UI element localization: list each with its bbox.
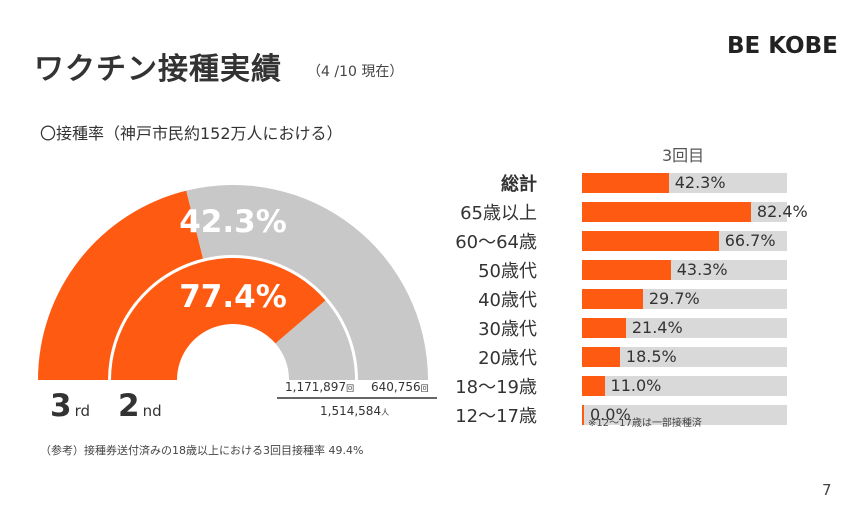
bar-category-label: 50歳代 [478,261,537,282]
bar-value-label: 21.4% [631,318,683,337]
bar-fill [582,289,643,309]
bar-track: 0.0% [582,405,787,425]
bar-value-label: 0.0% [590,405,631,424]
bar-category-label: 12～17歳 [455,406,537,427]
bar-fill [582,376,605,396]
bar-category-label: 40歳代 [478,290,537,311]
bar-track: 18.5% [582,347,787,367]
ring-2nd-count: 1,171,897回 [285,380,354,394]
ring-3rd-filled-arc [38,190,204,380]
bar-chart-title: 3回目 [662,146,705,165]
bar-fill [582,173,669,193]
ring-2nd-remaining-arc [275,300,355,380]
bar-fill [582,231,719,251]
bar-category-label: 20歳代 [478,348,537,369]
bar-value-label: 11.0% [610,376,662,395]
as-of-date: （4 /10 現在） [307,64,404,80]
ring-3rd-value: 42.3% [179,204,287,240]
ring-2nd-value: 77.4% [179,279,287,315]
reference-note: （参考）接種券送付済みの18歳以上における3回目接種率 49.4% [40,444,364,457]
bar-fill [582,202,751,222]
ring-3rd-remaining-arc [186,185,429,380]
bar-fill [582,260,671,280]
bar-fill [582,405,584,425]
bar-category-label: 総計 [501,174,537,195]
bar-fill [582,347,620,367]
bar-value-label: 43.3% [676,260,728,279]
bar-track: 21.4% [582,318,787,338]
total-population: 1,514,584人 [320,404,389,418]
bar-track: 82.4% [582,202,808,222]
bar-footnote: ※12～17歳は一部接種済 [588,418,702,429]
donut-title: 〇接種率（神戸市民約152万人における） [40,124,343,143]
bar-value-label: 66.7% [724,231,776,250]
bar-value-label: 29.7% [648,289,700,308]
bar-category-label: 18～19歳 [455,377,537,398]
ring-2nd-filled-arc [111,258,326,380]
bar-value-label: 82.4% [756,202,808,221]
bar-track: 43.3% [582,260,787,280]
bar-value-label: 18.5% [625,347,677,366]
bar-track: 42.3% [582,173,787,193]
page-number: 7 [822,481,832,499]
page-title: ワクチン接種実績 [34,52,282,87]
bar-track: 66.7% [582,231,787,251]
bar-track: 11.0% [582,376,787,396]
bar-category-label: 60～64歳 [455,232,537,253]
bar-category-label: 30歳代 [478,319,537,340]
ring-3rd-count: 640,756回 [371,380,429,394]
brand-logo: BE KOBE [727,33,838,59]
bar-category-label: 65歳以上 [460,203,537,224]
bar-track: 29.7% [582,289,787,309]
bar-value-label: 42.3% [674,173,726,192]
bar-fill [582,318,626,338]
